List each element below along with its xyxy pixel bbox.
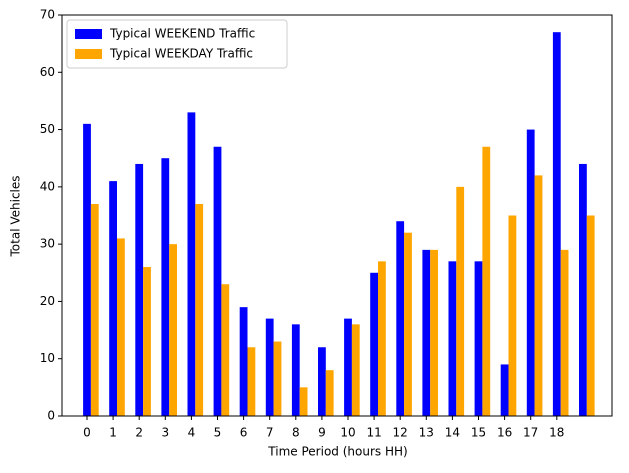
bar: [90, 204, 99, 416]
bar: [500, 364, 509, 416]
x-tick-label: 9: [318, 426, 326, 440]
x-tick-label: 18: [549, 426, 564, 440]
legend-swatch: [75, 49, 102, 59]
bar: [526, 129, 535, 417]
bar: [247, 347, 256, 416]
bar: [396, 221, 405, 416]
x-tick-label: 7: [266, 426, 274, 440]
bar: [474, 261, 483, 416]
x-axis-label: Time Period (hours HH): [267, 445, 407, 459]
bar: [430, 249, 438, 416]
bar: [109, 181, 117, 416]
bar: [318, 347, 326, 416]
bar: [135, 163, 144, 416]
bar: [325, 370, 334, 416]
y-tick-label: 60: [40, 65, 55, 79]
bar: [299, 387, 308, 416]
bar: [579, 163, 587, 416]
bar: [422, 249, 431, 416]
bar: [534, 175, 543, 416]
bar: [117, 238, 125, 416]
y-tick-label: 50: [40, 122, 55, 136]
x-tick-label: 16: [497, 426, 512, 440]
y-tick-label: 20: [40, 294, 55, 308]
plot-frame: [61, 14, 613, 417]
bar: [552, 32, 561, 416]
bar: [221, 284, 230, 416]
bar: [83, 123, 91, 416]
bar: [161, 158, 170, 416]
x-tick-label: 15: [471, 426, 486, 440]
x-tick-label: 10: [340, 426, 355, 440]
bar: [239, 307, 248, 416]
bar: [508, 215, 517, 416]
x-tick-label: 1: [109, 426, 117, 440]
legend-label: Typical WEEKEND Traffic: [109, 27, 255, 41]
bar: [195, 204, 204, 416]
x-tick-label: 12: [393, 426, 408, 440]
bar: [351, 324, 360, 416]
x-tick-label: 3: [161, 426, 169, 440]
x-tick-label: 2: [135, 426, 143, 440]
bar: [370, 272, 378, 416]
bar: [456, 186, 465, 416]
x-tick-label: 13: [419, 426, 434, 440]
y-tick-label: 70: [40, 8, 55, 22]
bar: [586, 215, 595, 416]
x-tick-label: 11: [366, 426, 381, 440]
x-tick-label: 6: [240, 426, 248, 440]
bar: [169, 244, 177, 416]
x-tick-label: 4: [188, 426, 196, 440]
legend-swatch: [75, 29, 102, 39]
y-tick-label: 10: [40, 351, 55, 365]
bar: [187, 112, 196, 416]
bar: [482, 146, 491, 416]
y-axis-label: Total Vehicles: [9, 175, 23, 257]
bar: [291, 324, 300, 416]
x-tick-label: 0: [83, 426, 91, 440]
bar: [448, 261, 457, 416]
bar: [265, 318, 274, 416]
bar: [273, 341, 282, 416]
x-tick-label: 17: [523, 426, 538, 440]
bar: [344, 318, 352, 416]
legend-box: [66, 19, 288, 69]
bar: [378, 261, 386, 416]
x-tick-label: 5: [214, 426, 222, 440]
bar: [404, 232, 412, 416]
y-tick-label: 30: [40, 237, 55, 251]
x-tick-label: 14: [445, 426, 460, 440]
x-tick-label: 8: [292, 426, 300, 440]
legend-label: Typical WEEKDAY Traffic: [109, 47, 253, 61]
y-tick-label: 0: [47, 409, 55, 423]
bar: [213, 146, 222, 416]
bar: [560, 249, 569, 416]
y-tick-label: 40: [40, 179, 55, 193]
bar: [143, 267, 151, 416]
